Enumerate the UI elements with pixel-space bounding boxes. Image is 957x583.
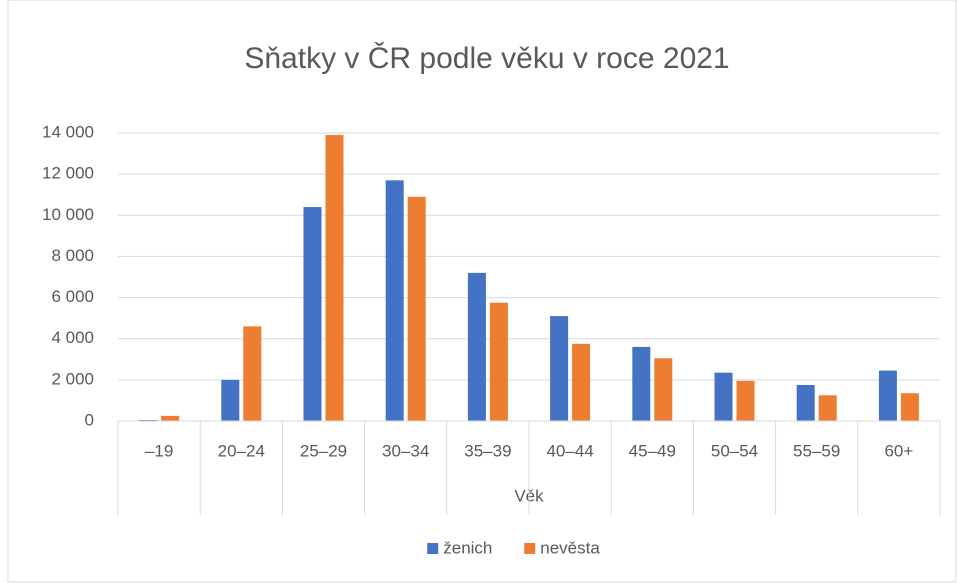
y-tick-label: 10 000 [42,205,94,224]
x-tick-label: 50–54 [711,441,758,460]
bar [900,393,919,421]
x-tick-label: 40–44 [546,441,593,460]
bar [303,207,322,421]
bar [489,302,508,421]
x-tick-label: 30–34 [382,441,429,460]
bar [714,372,733,421]
chart-title: Sňatky v ČR podle věku v roce 2021 [244,41,729,75]
y-tick-label: 2 000 [51,369,94,388]
bar [325,135,344,422]
bar [878,370,897,421]
legend-swatch [524,543,536,554]
bar [654,358,673,421]
bar [221,379,240,421]
x-tick-label: –19 [145,441,173,460]
x-tick-label: 35–39 [464,441,511,460]
y-tick-label: 6 000 [51,287,94,306]
x-tick-label: 55–59 [793,441,840,460]
y-tick-label: 8 000 [51,246,94,265]
x-tick-label: 45–49 [629,441,676,460]
bar [796,385,815,421]
legend-label: nevěsta [540,538,600,557]
x-tick-label: 60+ [884,441,913,460]
bar [467,272,486,421]
y-tick-label: 14 000 [42,122,94,141]
y-tick-label: 0 [85,410,94,429]
bar [818,395,837,421]
bar [385,180,404,421]
y-tick-label: 4 000 [51,328,94,347]
bar [572,343,591,421]
bar [407,196,426,421]
x-tick-label: 25–29 [300,441,347,460]
bar [139,419,158,421]
y-tick-label: 12 000 [42,164,94,183]
bar [736,380,755,421]
bar [550,316,569,421]
bar [161,415,180,421]
legend-label: ženich [443,538,492,557]
bar [632,346,651,421]
legend-swatch [427,543,439,554]
bar [243,326,262,421]
x-tick-label: 20–24 [218,441,265,460]
